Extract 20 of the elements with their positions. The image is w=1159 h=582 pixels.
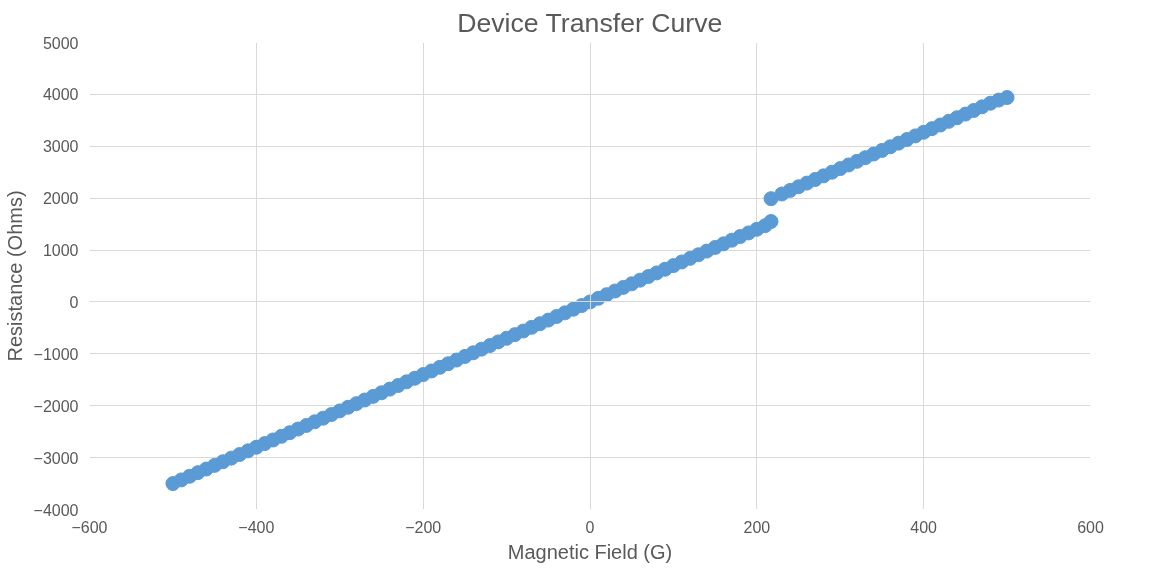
x-tick-label: 600	[1077, 518, 1104, 536]
y-tick-label: −4000	[33, 501, 79, 519]
y-tick-label: 3000	[42, 138, 79, 156]
x-tick-label: 200	[743, 518, 771, 536]
y-tick-label: 1000	[42, 242, 79, 260]
x-axis-title: Magnetic Field (G)	[507, 540, 673, 563]
y-tick-label: 4000	[42, 86, 79, 104]
x-tick-label: 0	[585, 518, 595, 536]
x-tick-label: 400	[910, 518, 938, 536]
y-tick-label: 0	[69, 293, 79, 311]
x-tick-label: −600	[71, 518, 108, 536]
y-tick-label: −2000	[33, 397, 79, 415]
x-tick-label: −200	[405, 518, 442, 536]
y-tick-label: 2000	[42, 190, 79, 208]
chart-title: Device Transfer Curve	[457, 7, 723, 38]
y-tick-label: −3000	[33, 449, 79, 467]
y-axis-title: Resistance (Ohms)	[3, 190, 26, 362]
y-tick-label: 5000	[42, 34, 79, 52]
y-tick-label: −1000	[33, 345, 79, 363]
x-tick-label: −400	[238, 518, 275, 536]
